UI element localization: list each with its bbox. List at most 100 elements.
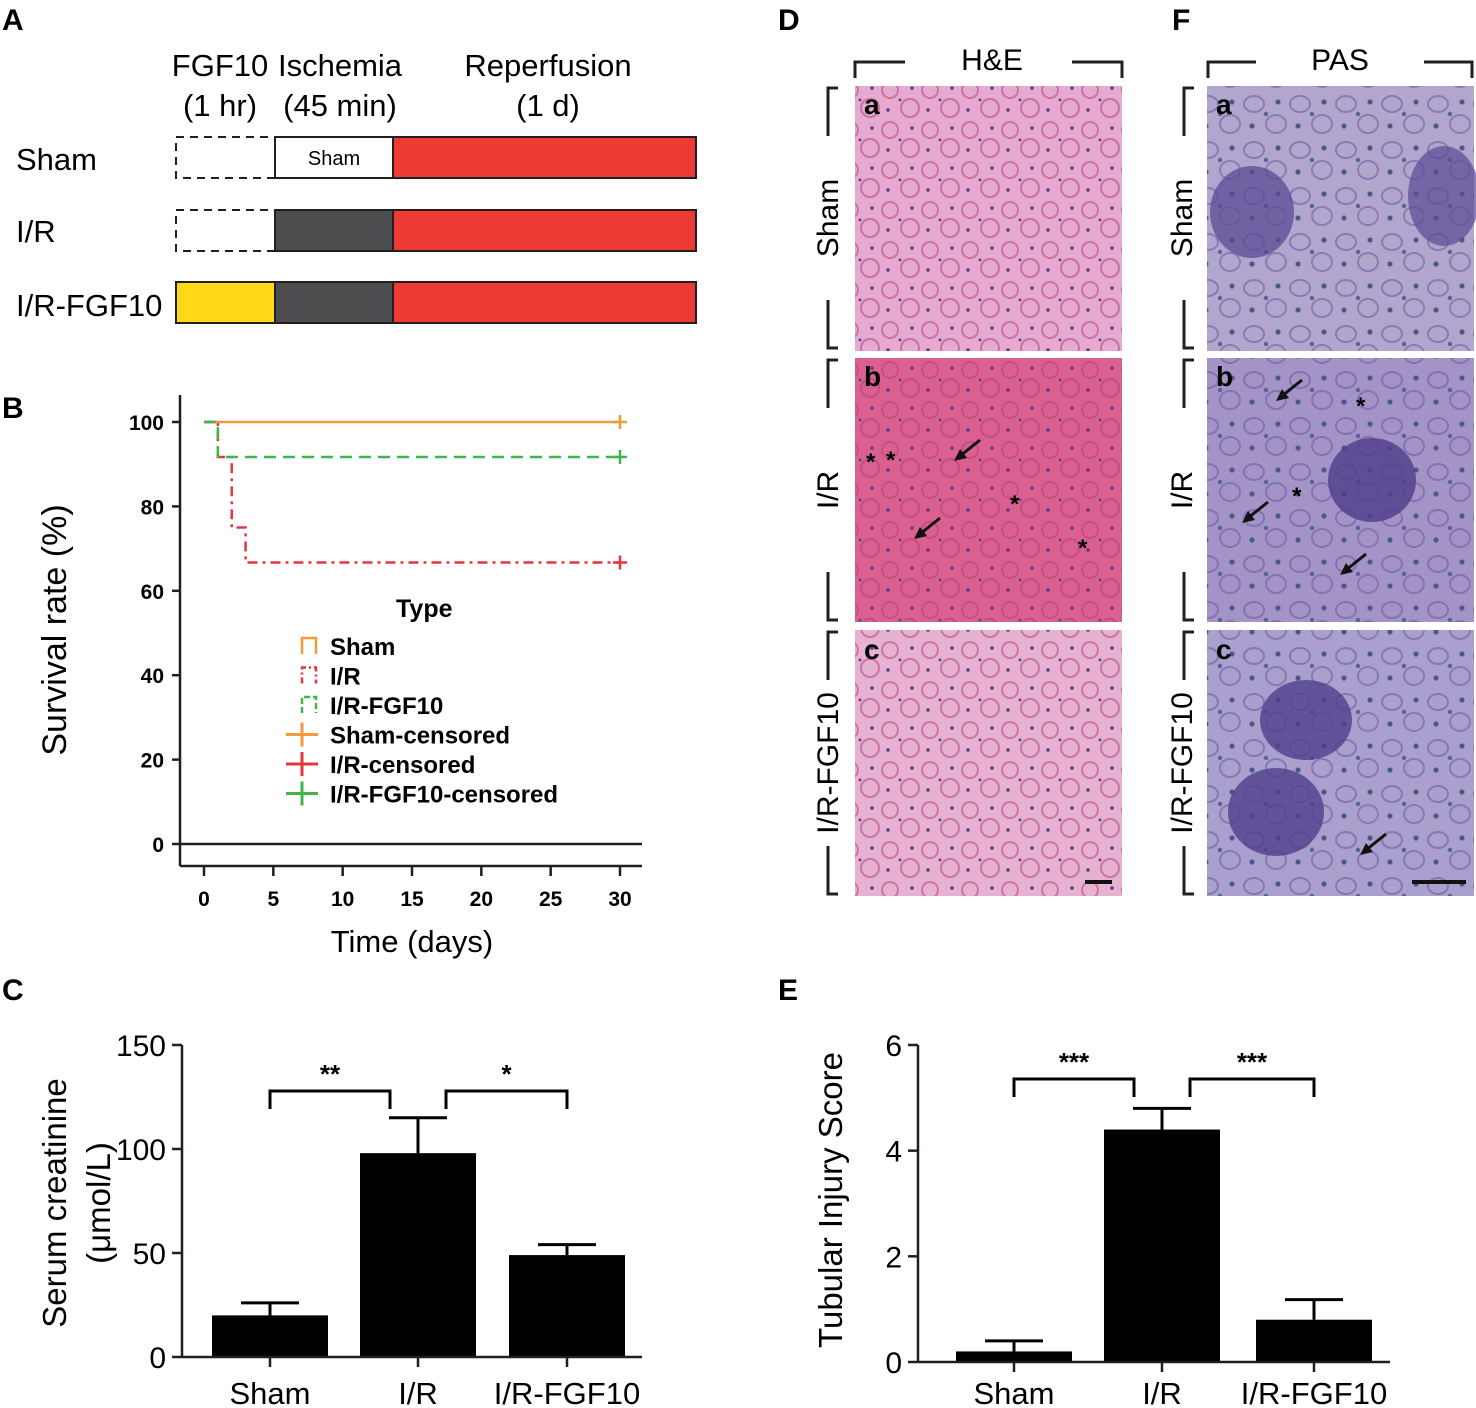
micrograph-sham: a: [855, 86, 1122, 351]
significance-bracket: [1012, 1077, 1136, 1097]
pre-treatment-empty-box: [175, 209, 276, 252]
panel-letter-f: F: [1172, 4, 1190, 37]
reperfusion-box: [392, 209, 697, 252]
stain-label: H&E: [961, 44, 1023, 77]
category-labels: Sham I/R I/R-FGF10: [974, 1362, 1387, 1408]
survival-curves: [204, 415, 627, 570]
sham-box-label: Sham: [308, 148, 360, 170]
arrow-icon: [954, 438, 981, 461]
ischemia-box: [274, 281, 394, 324]
header-fgf10-line1: FGF10: [172, 48, 268, 83]
row-label-sham: Sham: [1166, 179, 1199, 257]
x-tick-label: 30: [608, 888, 631, 911]
arrow-icon: [1276, 378, 1303, 401]
micrograph-texture: [1207, 630, 1474, 896]
y-tick-label: 6: [885, 1030, 902, 1063]
y-ticks: 0 2 4 6: [885, 1030, 918, 1380]
x-tick-label: 10: [331, 888, 354, 911]
legend-swatch: [286, 781, 318, 806]
y-tick-label: 60: [141, 581, 164, 604]
micrograph-sham: a: [1207, 86, 1476, 351]
survival-chart: 0 20 40 60 80 100 0 5 10 15 20 25 30 Survival rate …: [36, 395, 642, 959]
y-tick-label: 2: [885, 1241, 902, 1274]
bar: [360, 1153, 476, 1357]
asterisk-mark: *: [866, 449, 876, 476]
panel-letter-d: D: [778, 4, 800, 37]
fgf10-treatment-box: [175, 281, 276, 324]
tubular-injury-chart: 0 2 4 6 Sham I/R I/R-FGF10 *** *** Tubular Inj…: [812, 1030, 1390, 1408]
category-label: I/R: [398, 1376, 438, 1408]
header-ischemia-line2: (45 min): [283, 88, 397, 123]
legend-label: I/R-censored: [330, 752, 475, 779]
legend-items: Sham I/RI/R-FGF10 Sham-censoredI/R-censore…: [286, 634, 558, 809]
x-axis-label: Time (days): [331, 924, 493, 959]
x-ticks: 0 5 10 15 20 25 30: [198, 866, 632, 911]
y-axis-label-line2: (μmol/L): [80, 1142, 117, 1264]
micrograph-texture: [855, 358, 1122, 622]
arrow-icon: [1242, 500, 1269, 523]
glomerulus: [1260, 680, 1352, 760]
y-tick-label: 0: [885, 1347, 902, 1380]
micrograph-texture: [855, 86, 1122, 351]
panel-letter-e: E: [778, 974, 798, 1007]
row-label-ir-fgf10: I/R-FGF10: [812, 692, 845, 834]
x-tick-label: 25: [539, 888, 563, 911]
pas-histology-panel: PAS a b * *: [1166, 44, 1476, 896]
significance-bracket: [268, 1089, 392, 1109]
legend-swatch: [300, 666, 318, 684]
y-tick-label: 50: [133, 1238, 166, 1271]
category-label: I/R-FGF10: [494, 1376, 640, 1408]
bar: [1104, 1129, 1220, 1362]
row-bracket: [826, 86, 838, 350]
legend-label: Sham-censored: [330, 723, 510, 750]
micrograph-ir-fgf10: c: [1207, 630, 1474, 896]
legend-title: Type: [396, 595, 453, 623]
y-tick-label: 20: [141, 750, 164, 773]
legend: Type Sham I/RI/R-FGF10 Sham-censoredI/R-ce…: [286, 595, 558, 809]
sublabel-a: a: [864, 89, 880, 120]
censored-marker: [613, 450, 627, 465]
asterisk-mark: *: [1010, 491, 1020, 518]
y-ticks: 0 20 40 60 80 100: [129, 412, 180, 857]
row-label-ir: I/R: [812, 471, 845, 509]
x-tick-label: 0: [198, 888, 210, 911]
he-histology-panel: H&E a b * * * * c: [812, 44, 1124, 896]
y-axis-label: Serum creatinine (μmol/L): [36, 1078, 117, 1327]
y-tick-label: 40: [141, 665, 164, 688]
reperfusion-box: [392, 281, 697, 324]
y-tick-label: 0: [152, 834, 164, 857]
censored-marker: [613, 415, 627, 429]
header-reperfusion-line1: Reperfusion: [464, 48, 631, 83]
category-label: Sham: [230, 1376, 311, 1408]
stain-bracket: [853, 60, 1124, 78]
y-tick-label: 150: [116, 1030, 166, 1063]
legend-label: I/R-FGF10-censored: [330, 782, 558, 809]
sublabel-a: a: [1216, 89, 1232, 120]
bar: [509, 1255, 625, 1357]
row-bracket: [1182, 358, 1194, 622]
row-label-ir-fgf10: I/R-FGF10: [1166, 692, 1199, 834]
significance-label: **: [320, 1059, 341, 1089]
row-label-ir-fgf10: I/R-FGF10: [16, 288, 162, 323]
row-label-sham: Sham: [812, 179, 845, 257]
row-label-ir: I/R: [16, 214, 56, 249]
y-tick-label: 100: [116, 1134, 166, 1167]
bar: [956, 1351, 1072, 1362]
x-tick-label: 20: [470, 888, 493, 911]
y-axis-label: Tubular Injury Score: [812, 1052, 849, 1348]
survival-line: [204, 420, 620, 564]
legend-swatch: [286, 722, 318, 747]
bars: [212, 1116, 625, 1357]
reperfusion-box: [392, 136, 697, 179]
significance-label: *: [501, 1059, 512, 1089]
arrow-icon: [1340, 552, 1367, 575]
significance-brackets: ** *: [268, 1059, 569, 1109]
x-tick-label: 15: [400, 888, 424, 911]
censored-marker: [613, 555, 627, 570]
sublabel-c: c: [1216, 634, 1232, 665]
row-label-sham: Sham: [16, 142, 97, 177]
sublabel-c: c: [864, 634, 880, 665]
glomerulus: [1228, 768, 1324, 856]
row-label-ir: I/R: [1166, 471, 1199, 509]
asterisk-mark: *: [1292, 483, 1302, 510]
